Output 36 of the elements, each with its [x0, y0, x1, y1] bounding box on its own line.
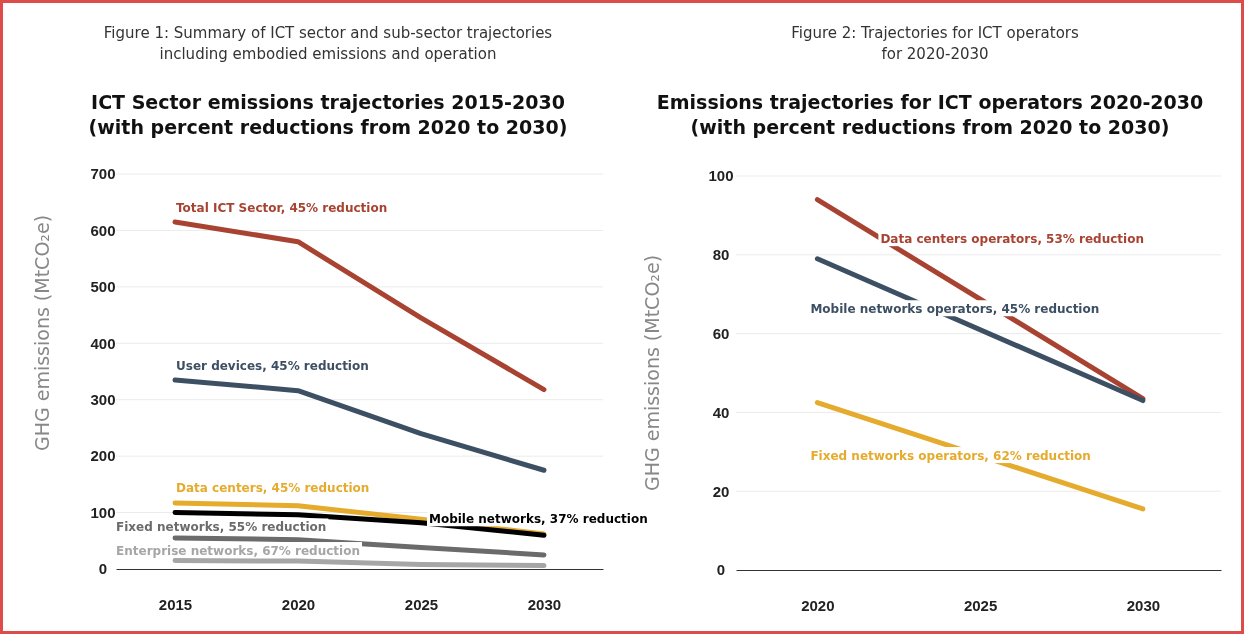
series-label: User devices, 45% reduction [176, 358, 369, 373]
series-label: Enterprise networks, 67% reduction [116, 543, 361, 558]
series-label: Fixed networks, 55% reduction [116, 519, 327, 534]
chart-title: Emissions trajectories for ICT operators 2020-2030 (with percent reductions from 2020 to 2030) [656, 90, 1204, 138]
x-tick-label: 2020 [801, 596, 835, 614]
y-tick-label: 100 [90, 503, 116, 521]
y-axis-title: GHG emissions (MtCO₂e) [640, 254, 663, 492]
x-tick-label: 2025 [404, 595, 439, 613]
y-axis-title: GHG emissions (MtCO₂e) [30, 214, 53, 452]
y-tick-label: 80 [712, 246, 730, 264]
y-tick-label: 600 [90, 221, 116, 239]
x-tick-label: 2015 [158, 595, 193, 613]
caption: Figure 1: Summary of ICT sector and sub-sector trajectories including embodied emissions and operation [103, 23, 553, 63]
series-label: Mobile networks operators, 45% reduction [810, 301, 1100, 316]
x-tick-label: 2025 [963, 596, 998, 614]
series-label: Data centers, 45% reduction [176, 480, 370, 495]
series-label: Total ICT Sector, 45% reduction [176, 200, 388, 215]
y-tick-label: 40 [712, 403, 730, 421]
y-tick-label: 400 [90, 334, 116, 352]
y-tick-label: 0 [716, 561, 726, 579]
caption: Figure 2: Trajectories for ICT operators for 2020-2030 [791, 23, 1079, 63]
x-tick-label: 2030 [527, 595, 562, 613]
y-tick-label: 0 [98, 560, 108, 578]
y-tick-label: 60 [712, 324, 730, 342]
series-label: Data centers operators, 53% reduction [880, 231, 1144, 246]
series-label: Mobile networks, 37% reduction [428, 511, 648, 526]
chart-title: ICT Sector emissions trajectories 2015-2030 (with percent reductions from 2020 to 2030) [88, 90, 568, 138]
x-tick-label: 2020 [281, 595, 316, 613]
y-tick-label: 300 [90, 391, 116, 409]
y-tick-label: 100 [708, 167, 734, 185]
series-label: Fixed networks operators, 62% reduction [810, 448, 1091, 463]
y-tick-label: 500 [90, 278, 116, 296]
y-tick-label: 700 [90, 165, 116, 183]
y-tick-label: 20 [712, 482, 730, 500]
y-tick-label: 200 [90, 447, 116, 465]
x-tick-label: 2030 [1126, 596, 1161, 614]
